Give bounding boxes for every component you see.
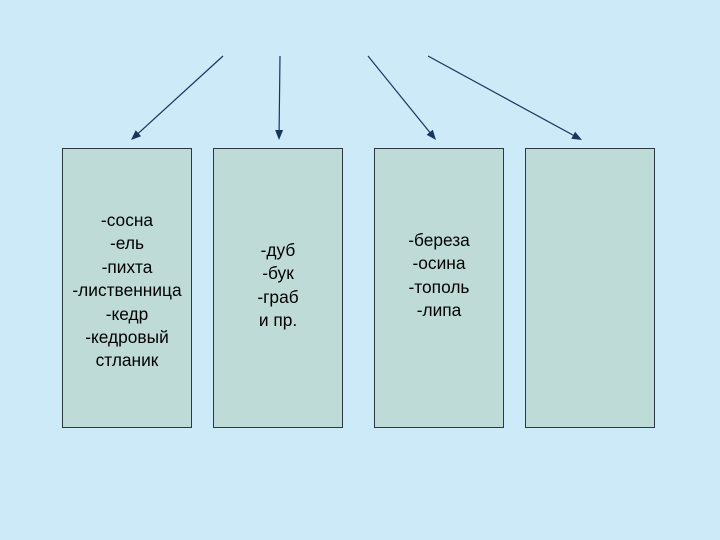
- category-box-2: -дуб -бук -граб и пр.: [213, 148, 343, 428]
- category-box-4: [525, 148, 655, 428]
- category-box-1-text: -сосна -ель -пихта -лиственница -кедр -к…: [63, 209, 191, 373]
- category-box-3: -береза -осина -тополь -липа: [374, 148, 504, 428]
- category-box-1: -сосна -ель -пихта -лиственница -кедр -к…: [62, 148, 192, 428]
- category-box-3-text: -береза -осина -тополь -липа: [375, 229, 503, 323]
- category-box-2-text: -дуб -бук -граб и пр.: [214, 239, 342, 333]
